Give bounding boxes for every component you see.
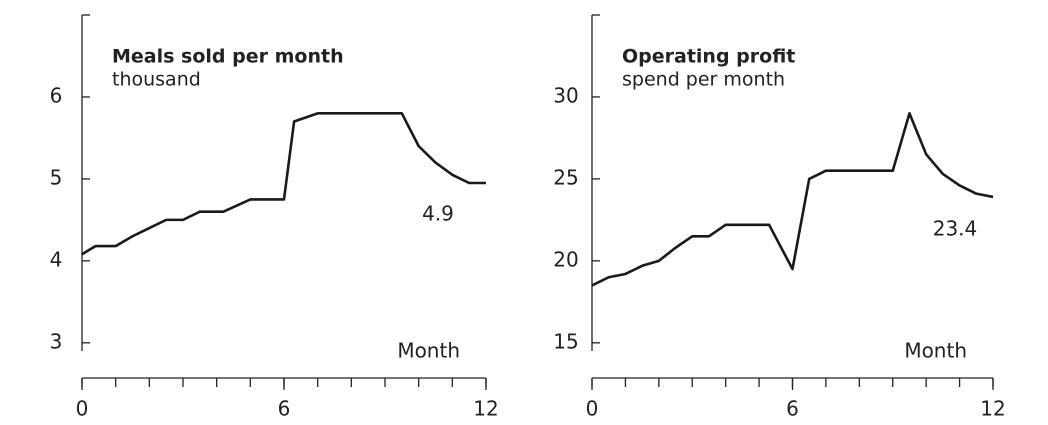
x-tick-label: 0 bbox=[586, 397, 599, 421]
chart-title: Operating profit bbox=[622, 46, 795, 68]
y-tick-label: 15 bbox=[553, 329, 578, 353]
line bbox=[81, 112, 486, 256]
x-tick-label: 6 bbox=[278, 397, 291, 421]
chart-title: Meals sold per month bbox=[112, 46, 344, 68]
line bbox=[591, 112, 994, 287]
x-tick-label: 0 bbox=[76, 397, 89, 421]
y-tick-label: 30 bbox=[553, 83, 578, 107]
chart-subtitle: spend per month bbox=[622, 69, 785, 91]
y-tick-label: 3 bbox=[50, 329, 63, 353]
y-tick-label: 20 bbox=[553, 247, 578, 271]
annotation: 4.9 bbox=[422, 202, 454, 226]
x-tick-label: 6 bbox=[786, 397, 799, 421]
x-tick-label: 12 bbox=[980, 397, 1005, 421]
annotation: 23.4 bbox=[933, 217, 978, 241]
y-tick-label: 4 bbox=[50, 247, 63, 271]
chart-subtitle: thousand bbox=[112, 69, 201, 91]
y-tick-label: 25 bbox=[553, 165, 578, 189]
x-tick-label: 12 bbox=[473, 397, 498, 421]
x-axis-label: Month bbox=[397, 339, 460, 363]
y-tick-label: 5 bbox=[50, 165, 63, 189]
y-tick-label: 6 bbox=[50, 83, 63, 107]
x-axis-label: Month bbox=[904, 339, 967, 363]
